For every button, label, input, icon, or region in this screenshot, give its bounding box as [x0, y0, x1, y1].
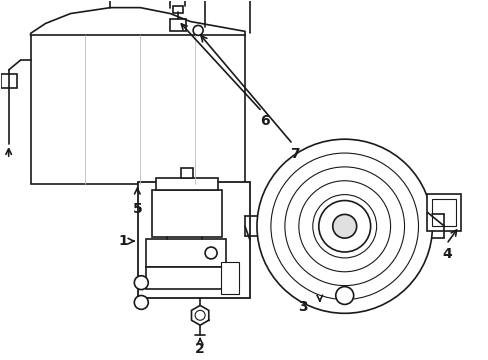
Bar	[427, 194, 461, 231]
Circle shape	[193, 26, 203, 35]
Bar	[156, 178, 218, 190]
Circle shape	[204, 247, 217, 259]
Bar	[138, 182, 249, 298]
Circle shape	[318, 201, 370, 252]
Bar	[0, 74, 17, 88]
Text: 2: 2	[195, 342, 204, 356]
Bar	[31, 35, 244, 184]
Text: 5: 5	[132, 202, 142, 216]
Bar	[431, 199, 455, 226]
Text: 1: 1	[118, 234, 128, 248]
Bar	[221, 262, 239, 293]
Bar	[173, 6, 183, 13]
Circle shape	[134, 276, 148, 289]
Circle shape	[256, 139, 431, 313]
Text: 4: 4	[442, 247, 451, 261]
Bar	[181, 168, 193, 178]
Circle shape	[332, 215, 356, 238]
Bar	[146, 239, 225, 267]
Bar	[146, 267, 236, 289]
Circle shape	[134, 296, 148, 309]
Circle shape	[195, 310, 204, 320]
Text: 6: 6	[260, 114, 269, 129]
Circle shape	[335, 287, 353, 305]
Bar	[152, 190, 222, 237]
Text: 3: 3	[297, 301, 307, 315]
Bar	[170, 19, 186, 31]
Text: 7: 7	[289, 147, 299, 161]
